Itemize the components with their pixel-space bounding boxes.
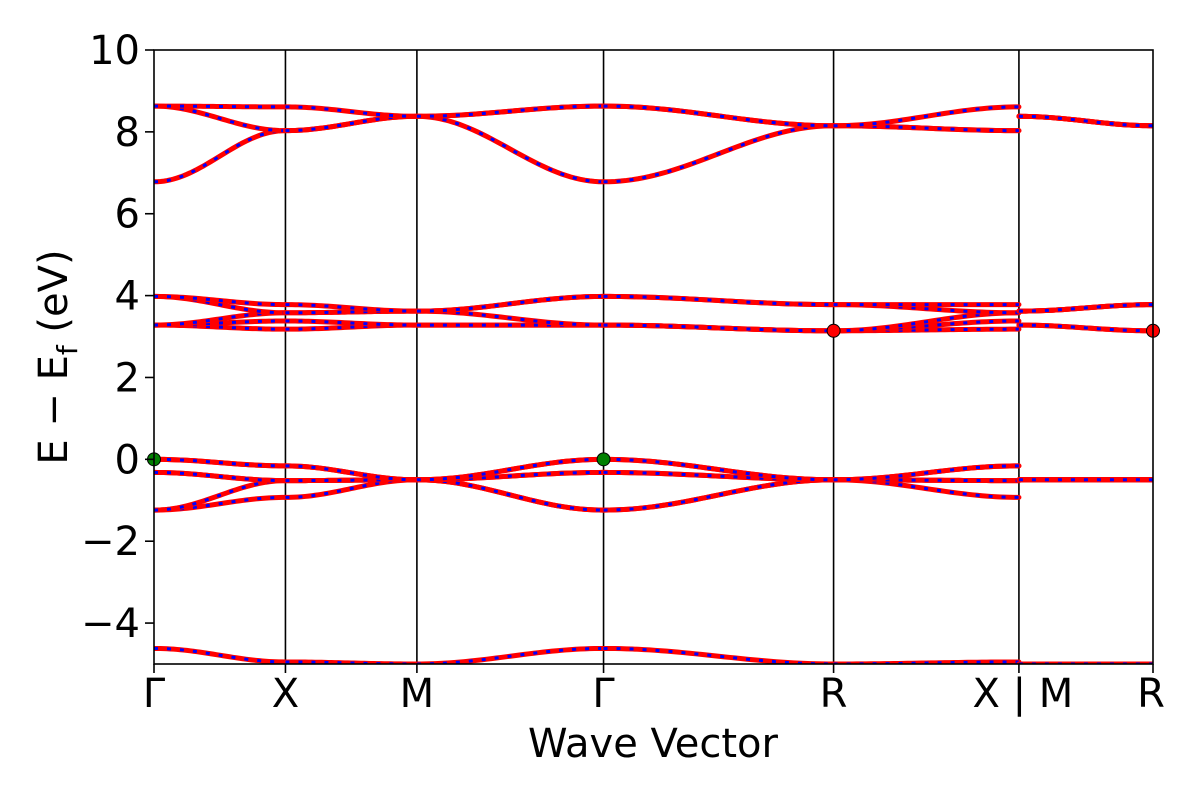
- kpoint-label: R: [820, 671, 848, 717]
- kpoint-label: Γ: [143, 671, 166, 717]
- band-line-spin-down: [154, 323, 286, 331]
- y-tick-label: 2: [115, 355, 140, 401]
- band-line-spin-up: [601, 293, 837, 308]
- band-line-spin-down: [416, 104, 604, 118]
- band-line-spin-down: [416, 478, 604, 512]
- band-line-spin-down: [154, 479, 286, 512]
- kpoint-label: Γ: [592, 671, 615, 717]
- band-line-spin-down: [285, 660, 417, 664]
- band-line-spin-down: [154, 294, 286, 315]
- band-line-spin-down: [833, 124, 1019, 133]
- y-axis-label-main: E − E: [31, 355, 77, 465]
- band-line-spin-down: [285, 303, 417, 313]
- vbm-marker: [596, 452, 611, 467]
- y-tick-label: 4: [115, 274, 140, 320]
- band-line-spin-down: [285, 105, 417, 118]
- band-line-spin-down: [154, 129, 286, 184]
- plot-background: [154, 50, 1153, 664]
- kpoint-divider-lines: [284, 50, 1020, 664]
- y-tick-label: 10: [89, 28, 140, 74]
- band-line-spin-down: [1018, 323, 1153, 333]
- x-axis: Γ X M Γ R X | M R: [143, 664, 1165, 717]
- band-line-spin-up: [601, 477, 837, 513]
- band-line-spin-down: [416, 470, 604, 482]
- band-line-spin-down: [285, 323, 417, 331]
- band-line-spin-down: [154, 104, 286, 133]
- band-line-spin-down: [833, 105, 1019, 128]
- band-line-spin-down: [833, 303, 1019, 315]
- band-line-spin-down: [1018, 114, 1153, 128]
- y-axis: −4 −2 0 2 4 6 8 10: [81, 28, 154, 647]
- band-line-spin-up: [414, 113, 607, 185]
- x-axis-label: Wave Vector: [528, 721, 779, 767]
- band-line-spin-up: [601, 456, 837, 483]
- band-line-spin-down: [285, 114, 417, 133]
- band-lines: [154, 103, 1153, 664]
- cbm-marker: [826, 323, 841, 338]
- band-line-spin-down: [833, 311, 1019, 333]
- band-line-spin-down: [833, 660, 1019, 664]
- band-line-spin-down: [833, 319, 1019, 333]
- band-line-spin-down: [154, 646, 286, 664]
- plot-frame: [153, 49, 1154, 665]
- y-tick-label: 8: [115, 110, 140, 156]
- y-tick-label: 6: [115, 192, 140, 238]
- band-line-spin-down: [833, 478, 1019, 483]
- band-line-spin-down: [833, 478, 1019, 499]
- band-line-spin-down: [833, 327, 1019, 333]
- band-line-spin-down: [833, 464, 1019, 482]
- band-line-spin-up: [601, 103, 837, 129]
- band-line-spin-down: [285, 478, 417, 499]
- band-line-spin-down: [154, 457, 286, 468]
- y-tick-label: −2: [81, 519, 140, 565]
- kpoint-label: X | M: [973, 671, 1074, 717]
- y-axis-label: E − Ef (eV): [31, 249, 84, 464]
- band-line-spin-down: [603, 124, 834, 184]
- band-line-spin-down: [154, 470, 286, 483]
- y-axis-label-unit: (eV): [31, 249, 77, 345]
- band-line-spin-up: [601, 645, 837, 664]
- band-line-spin-down: [416, 309, 604, 327]
- band-line-spin-up: [601, 322, 837, 334]
- band-line-spin-down: [416, 294, 604, 313]
- band-line-spin-down: [416, 457, 604, 482]
- y-axis-label-subscript: f: [51, 344, 84, 355]
- band-line-spin-down: [285, 478, 417, 483]
- band-line-spin-down: [154, 104, 286, 109]
- band-line-spin-down: [154, 311, 286, 327]
- y-tick-label: 0: [115, 437, 140, 483]
- band-line-spin-down: [285, 464, 417, 482]
- band-line-spin-down: [154, 495, 286, 512]
- band-line-spin-down: [285, 309, 417, 315]
- kpoint-label: M: [400, 671, 435, 717]
- kpoint-label: X: [272, 671, 299, 717]
- band-line-spin-down: [416, 646, 604, 664]
- band-line-spin-down: [1018, 303, 1153, 313]
- band-line-spin-down: [285, 319, 417, 327]
- kpoint-label: R: [1137, 671, 1165, 717]
- y-tick-label: −4: [81, 601, 140, 647]
- band-line-spin-down: [154, 319, 286, 327]
- band-line-spin-down: [154, 294, 286, 307]
